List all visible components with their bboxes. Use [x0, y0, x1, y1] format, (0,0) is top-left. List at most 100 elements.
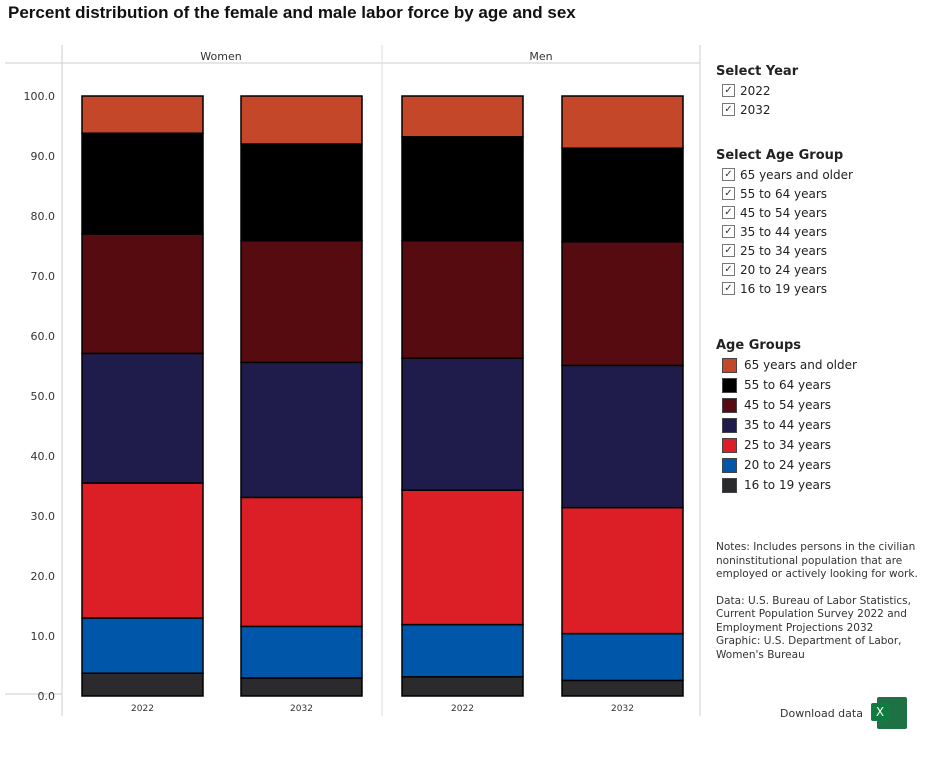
legend-label: 35 to 44 years: [744, 418, 832, 432]
legend-item[interactable]: 65 years and older: [722, 355, 857, 375]
bar-segment-women-2022-20-to-24-years[interactable]: [81, 617, 204, 674]
bar-segment-women-2022-45-to-54-years[interactable]: [81, 233, 204, 355]
checkbox-45-to-54-years[interactable]: ✓ 45 to 54 years: [722, 203, 853, 222]
bar-segment-women-2032-45-to-54-years[interactable]: [240, 239, 363, 364]
bar-segment-men-2022-55-to-64-years[interactable]: [401, 136, 524, 242]
bar-segment-men-2032-16-to-19-years[interactable]: [561, 679, 684, 697]
download-data-button[interactable]: Download data X: [780, 697, 907, 729]
bar-segment-women-2032-55-to-64-years[interactable]: [240, 143, 363, 242]
legend-swatch: [722, 457, 737, 473]
x-tick-label: 2032: [611, 704, 634, 714]
legend-title: Age Groups: [716, 338, 802, 353]
checkbox-label: 20 to 24 years: [740, 262, 828, 277]
checkbox-icon[interactable]: ✓: [722, 244, 735, 257]
checkbox-label: 25 to 34 years: [740, 243, 828, 258]
year-filter-heading: Select Year: [716, 64, 799, 79]
x-tick-label: 2022: [451, 704, 474, 714]
bar-segment-women-2032-25-to-34-years[interactable]: [240, 496, 363, 628]
legend-label: 16 to 19 years: [744, 478, 832, 492]
checkbox-2032[interactable]: ✓ 2032: [722, 100, 798, 119]
legend-item[interactable]: 55 to 64 years: [722, 375, 857, 395]
panel-header-women: Women: [200, 50, 241, 63]
bar-segment-men-2022-35-to-44-years[interactable]: [401, 357, 524, 491]
legend-swatch: [722, 397, 737, 413]
legend-item[interactable]: 35 to 44 years: [722, 415, 857, 435]
checkbox-label: 2032: [740, 102, 771, 117]
bar-segment-men-2032-35-to-44-years[interactable]: [561, 364, 684, 509]
age-filter: Select Age Group ✓ 65 years and older ✓ 55 …: [716, 148, 853, 298]
legend-label: 65 years and older: [744, 358, 857, 372]
legend: Age Groups 65 years and older 55 to 64 ye…: [716, 338, 857, 495]
bar-segment-women-2032-20-to-24-years[interactable]: [240, 625, 363, 679]
y-tick-label: 40.0: [31, 450, 56, 463]
bar-segment-men-2022-25-to-34-years[interactable]: [401, 489, 524, 626]
legend-swatch: [722, 377, 737, 393]
y-tick-label: 80.0: [31, 210, 56, 223]
y-tick-label: 10.0: [31, 630, 56, 643]
legend-label: 55 to 64 years: [744, 378, 832, 392]
y-tick-label: 30.0: [31, 510, 56, 523]
checkbox-icon[interactable]: ✓: [722, 263, 735, 276]
legend-label: 25 to 34 years: [744, 438, 832, 452]
checkbox-label: 55 to 64 years: [740, 186, 828, 201]
notes: Notes: Includes persons in the civilian …: [716, 541, 926, 662]
y-tick-label: 70.0: [31, 270, 56, 283]
legend-swatch: [722, 357, 737, 373]
chart-title: Percent distribution of the female and m…: [8, 3, 576, 22]
checkbox-2022[interactable]: ✓ 2022: [722, 81, 798, 100]
bar-segment-men-2022-65-years-and-older[interactable]: [401, 95, 524, 138]
notes-text: Notes: Includes persons in the civilian …: [716, 541, 918, 580]
y-tick-label: 60.0: [31, 330, 56, 343]
bar-segment-women-2022-35-to-44-years[interactable]: [81, 352, 204, 484]
checkbox-20-to-24-years[interactable]: ✓ 20 to 24 years: [722, 260, 853, 279]
bar-segment-men-2032-45-to-54-years[interactable]: [561, 241, 684, 367]
checkbox-icon[interactable]: ✓: [722, 206, 735, 219]
checkbox-16-to-19-years[interactable]: ✓ 16 to 19 years: [722, 279, 853, 298]
legend-item[interactable]: 20 to 24 years: [722, 455, 857, 475]
bar-segment-women-2022-55-to-64-years[interactable]: [81, 132, 204, 235]
checkbox-65-years-and-older[interactable]: ✓ 65 years and older: [722, 165, 853, 184]
y-tick-label: 100.0: [24, 90, 56, 103]
checkbox-icon[interactable]: ✓: [722, 225, 735, 238]
bar-segment-women-2032-35-to-44-years[interactable]: [240, 361, 363, 499]
checkbox-icon[interactable]: ✓: [722, 187, 735, 200]
bar-segment-men-2022-45-to-54-years[interactable]: [401, 239, 524, 359]
checkbox-label: 65 years and older: [740, 167, 853, 182]
bar-segment-women-2022-25-to-34-years[interactable]: [81, 482, 204, 619]
x-tick-label: 2022: [131, 704, 154, 714]
bar-segment-men-2022-20-to-24-years[interactable]: [401, 623, 524, 678]
checkbox-25-to-34-years[interactable]: ✓ 25 to 34 years: [722, 241, 853, 260]
checkbox-icon[interactable]: ✓: [722, 168, 735, 181]
excel-icon-letter: X: [870, 703, 889, 721]
bar-segment-women-2032-16-to-19-years[interactable]: [240, 677, 363, 697]
bar-segment-men-2032-20-to-24-years[interactable]: [561, 632, 684, 682]
legend-swatch: [722, 477, 737, 493]
legend-swatch: [722, 437, 737, 453]
panel-header-men: Men: [529, 50, 552, 63]
year-filter: Select Year ✓ 2022 ✓ 2032: [716, 64, 798, 119]
checkbox-35-to-44-years[interactable]: ✓ 35 to 44 years: [722, 222, 853, 241]
graphic-credit: Graphic: U.S. Department of Labor, Women…: [716, 635, 902, 661]
bar-segment-men-2032-65-years-and-older[interactable]: [561, 95, 684, 149]
checkbox-icon[interactable]: ✓: [722, 103, 735, 116]
y-tick-label: 50.0: [31, 390, 56, 403]
legend-item[interactable]: 16 to 19 years: [722, 475, 857, 495]
checkbox-icon[interactable]: ✓: [722, 282, 735, 295]
bar-segment-women-2032-65-years-and-older[interactable]: [240, 95, 363, 145]
checkbox-label: 2022: [740, 83, 771, 98]
bar-segment-women-2022-65-years-and-older[interactable]: [81, 95, 204, 134]
legend-label: 20 to 24 years: [744, 458, 832, 472]
checkbox-55-to-64-years[interactable]: ✓ 55 to 64 years: [722, 184, 853, 203]
legend-item[interactable]: 45 to 54 years: [722, 395, 857, 415]
y-tick-label: 90.0: [31, 150, 56, 163]
y-tick-label: 0.0: [38, 690, 56, 703]
excel-icon[interactable]: X: [870, 697, 907, 729]
bar-segment-men-2032-25-to-34-years[interactable]: [561, 506, 684, 635]
stacked-bar-chart: 0.0 10.0 20.0 30.0 40.0 50.0 60.0 70.0 80.0 90.0 1…: [5, 45, 701, 716]
legend-label: 45 to 54 years: [744, 398, 832, 412]
bar-segment-men-2032-55-to-64-years[interactable]: [561, 147, 684, 243]
legend-item[interactable]: 25 to 34 years: [722, 435, 857, 455]
checkbox-icon[interactable]: ✓: [722, 84, 735, 97]
bar-segment-men-2022-16-to-19-years[interactable]: [401, 676, 524, 697]
bar-segment-women-2022-16-to-19-years[interactable]: [81, 672, 204, 697]
